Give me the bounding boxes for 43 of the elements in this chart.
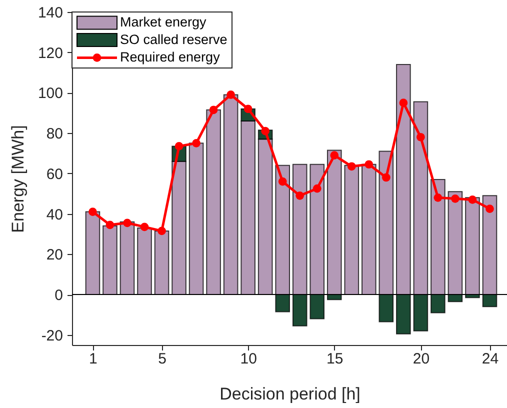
point	[468, 196, 477, 204]
point	[451, 194, 460, 203]
point	[123, 218, 132, 228]
point	[158, 226, 166, 236]
point	[244, 104, 252, 114]
point	[330, 151, 339, 160]
y-tick-label: 140	[38, 4, 63, 22]
point	[347, 162, 356, 171]
point	[88, 208, 97, 216]
y-tick-label: 120	[38, 44, 63, 62]
x-axis-title: Decision period [h]	[220, 384, 360, 404]
point	[364, 160, 374, 169]
x-tick-label: 5	[158, 350, 166, 368]
x-tick-label: 1	[89, 350, 98, 368]
legend-label: Market energy	[120, 14, 207, 30]
point	[382, 173, 390, 182]
legend-label: Required energy	[120, 50, 220, 65]
y-tick-label: 80	[46, 126, 63, 143]
y-tick-label: 20	[46, 246, 63, 264]
point	[278, 177, 287, 186]
point	[226, 90, 235, 99]
y-axis-title: Energy [MWh]	[8, 125, 28, 233]
point	[416, 132, 425, 142]
y-tick-label: 60	[46, 166, 63, 183]
point	[486, 204, 494, 213]
y-tick-label: 0	[54, 287, 63, 304]
y-tick-label: 100	[38, 85, 63, 102]
x-tick-label: 24	[482, 350, 499, 368]
x-tick-label: 10	[240, 350, 257, 368]
point	[434, 194, 442, 202]
point	[399, 98, 408, 107]
x-tick-label: 15	[326, 350, 344, 368]
y-tick-label: 40	[46, 206, 63, 224]
legend-label: SO called reserve	[120, 32, 228, 47]
point	[209, 106, 218, 114]
y-tick-label: -20	[41, 327, 63, 344]
point	[192, 139, 200, 148]
point	[312, 184, 322, 193]
point	[140, 222, 149, 232]
x-tick-label: 20	[412, 350, 430, 368]
point	[106, 220, 114, 230]
point	[296, 191, 304, 200]
point	[174, 142, 184, 150]
